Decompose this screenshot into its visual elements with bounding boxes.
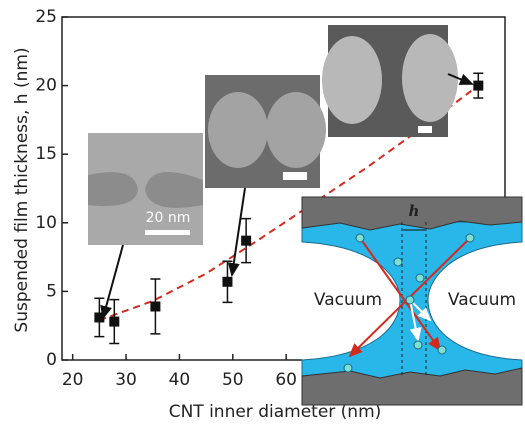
data-point [222, 277, 232, 287]
molecule [414, 341, 422, 349]
molecule [406, 296, 414, 304]
molecule [394, 258, 402, 266]
data-point [150, 301, 160, 311]
y-tick-label: 10 [35, 213, 57, 233]
y-tick-label: 0 [46, 350, 57, 370]
data-point [109, 317, 119, 327]
h-label: h [409, 202, 420, 220]
molecule [438, 346, 446, 354]
y-tick-label: 15 [35, 144, 57, 164]
scale-bar [145, 230, 190, 235]
y-axis-title: Suspended film thickness, h (nm) [12, 47, 32, 332]
tem-texture [208, 92, 268, 168]
scale-label: 20 nm [146, 210, 191, 226]
y-tick-label: 25 [35, 7, 57, 27]
region-label: Vacuum [314, 290, 382, 310]
x-tick-label: 60 [275, 370, 297, 390]
molecule [466, 234, 474, 242]
figure: 05101520252030405060 CNT inner diameter … [0, 0, 525, 428]
molecule [344, 364, 352, 372]
cnt-wall [302, 368, 522, 405]
data-point [473, 81, 483, 91]
molecule [356, 234, 364, 242]
data-point [241, 236, 251, 246]
scale-bar [283, 172, 307, 180]
x-tick-label: 40 [169, 370, 191, 390]
molecule [416, 274, 424, 282]
region-label: Vacuum [448, 290, 516, 310]
tem-texture [266, 92, 326, 168]
x-tick-label: 20 [62, 370, 84, 390]
scale-bar [418, 126, 432, 133]
y-tick-label: 20 [35, 76, 57, 96]
tem-texture [402, 34, 458, 122]
schematic: h Vacuum Vacuum [302, 197, 522, 405]
x-tick-label: 30 [115, 370, 137, 390]
pointer-arrow [103, 245, 123, 318]
y-tick-label: 5 [46, 281, 57, 301]
tem-texture [322, 36, 382, 124]
x-tick-label: 50 [222, 370, 244, 390]
